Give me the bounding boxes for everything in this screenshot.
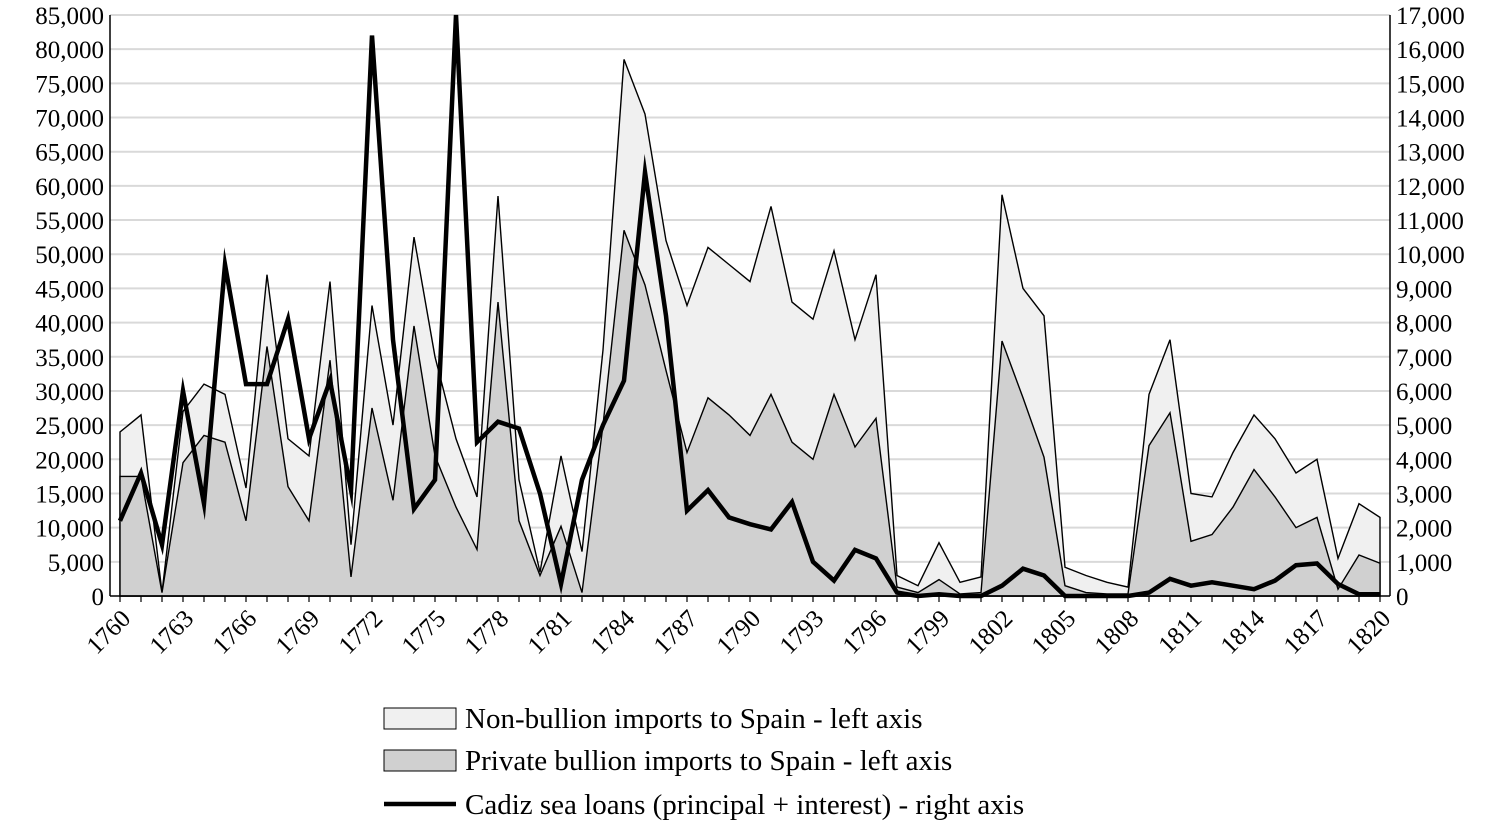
x-tick-label: 1814 <box>1216 605 1271 660</box>
x-tick-label: 1820 <box>1342 605 1396 659</box>
x-tick-label: 1775 <box>397 605 451 659</box>
x-tick-label: 1802 <box>964 605 1018 659</box>
y-tick-label: 70,000 <box>35 106 104 133</box>
legend-swatch-non-bullion <box>383 707 457 730</box>
y2-tick-label: 17,000 <box>1396 3 1465 30</box>
x-tick-label: 1772 <box>334 605 388 659</box>
legend-swatch-private-bullion <box>383 749 457 772</box>
x-axis-tick-labels: 1760 1763 1766 1769 1772 1775 1778 1781 1784 1787… <box>82 605 1396 660</box>
y2-tick-label: 0 <box>1396 584 1409 611</box>
legend-label-non-bullion: Non-bullion imports to Spain - left axis <box>465 703 923 735</box>
y-tick-label: 60,000 <box>35 174 104 201</box>
x-tick-label: 1811 <box>1153 605 1207 659</box>
y2-tick-label: 1,000 <box>1396 550 1452 577</box>
y-tick-label: 85,000 <box>35 3 104 30</box>
y2-tick-label: 8,000 <box>1396 311 1452 338</box>
y-tick-label: 30,000 <box>35 379 104 406</box>
y2-tick-label: 11,000 <box>1396 208 1464 235</box>
left-axis-tick-labels: 0 5,000 10,000 15,000 20,000 25,000 30,000 35,0… <box>35 3 104 611</box>
y2-tick-label: 9,000 <box>1396 276 1452 303</box>
x-tick-label: 1766 <box>208 605 262 659</box>
x-tick-label: 1778 <box>460 605 514 659</box>
x-tick-label: 1799 <box>901 605 955 659</box>
y-tick-label: 80,000 <box>35 37 104 64</box>
y-tick-label: 55,000 <box>35 208 104 235</box>
line-cadiz-sea-loans <box>117 14 1380 599</box>
y2-tick-label: 15,000 <box>1396 71 1465 98</box>
legend-label-cadiz-sea-loans: Cadiz sea loans (principal + interest) -… <box>465 789 1024 821</box>
y-tick-label: 25,000 <box>35 413 104 440</box>
y2-tick-label: 14,000 <box>1396 106 1465 133</box>
x-tick-label: 1796 <box>838 605 892 659</box>
x-tick-label: 1793 <box>775 605 829 659</box>
y2-tick-label: 4,000 <box>1396 447 1452 474</box>
y2-tick-label: 16,000 <box>1396 37 1465 64</box>
x-tick-label: 1817 <box>1279 605 1333 659</box>
y-tick-label: 5,000 <box>48 550 104 577</box>
x-tick-label: 1784 <box>586 605 641 660</box>
y2-tick-label: 13,000 <box>1396 140 1465 167</box>
area-private-bullion-imports <box>119 230 1381 597</box>
y2-tick-label: 12,000 <box>1396 174 1465 201</box>
legend: Non-bullion imports to Spain - left axis… <box>383 703 1024 821</box>
x-tick-label: 1808 <box>1090 605 1144 659</box>
line-series <box>117 14 1380 599</box>
area-series <box>119 59 1381 597</box>
y2-tick-label: 7,000 <box>1396 345 1452 372</box>
y-tick-label: 45,000 <box>35 276 104 303</box>
y-tick-label: 75,000 <box>35 71 104 98</box>
axes <box>109 15 1391 602</box>
x-tick-label: 1787 <box>649 605 703 659</box>
x-tick-label: 1805 <box>1027 605 1081 659</box>
y2-tick-label: 10,000 <box>1396 242 1465 269</box>
y-tick-label: 0 <box>92 584 105 611</box>
x-tick-label: 1769 <box>271 605 325 659</box>
y-tick-label: 20,000 <box>35 447 104 474</box>
y-tick-label: 40,000 <box>35 311 104 338</box>
legend-label-private-bullion: Private bullion imports to Spain - left … <box>465 745 952 777</box>
y-tick-label: 10,000 <box>35 516 104 543</box>
x-tick-label: 1781 <box>523 605 577 659</box>
y2-tick-label: 3,000 <box>1396 481 1452 508</box>
x-tick-label: 1790 <box>712 605 766 659</box>
y-tick-label: 15,000 <box>35 481 104 508</box>
y2-tick-label: 2,000 <box>1396 516 1452 543</box>
y-tick-label: 65,000 <box>35 140 104 167</box>
x-tick-label: 1763 <box>145 605 199 659</box>
y-tick-label: 35,000 <box>35 345 104 372</box>
y2-tick-label: 5,000 <box>1396 413 1452 440</box>
y-tick-label: 50,000 <box>35 242 104 269</box>
right-axis-tick-labels: 0 1,000 2,000 3,000 4,000 5,000 6,000 7,000 8,00… <box>1396 3 1465 611</box>
y2-tick-label: 6,000 <box>1396 379 1452 406</box>
x-tick-label: 1760 <box>82 605 136 659</box>
